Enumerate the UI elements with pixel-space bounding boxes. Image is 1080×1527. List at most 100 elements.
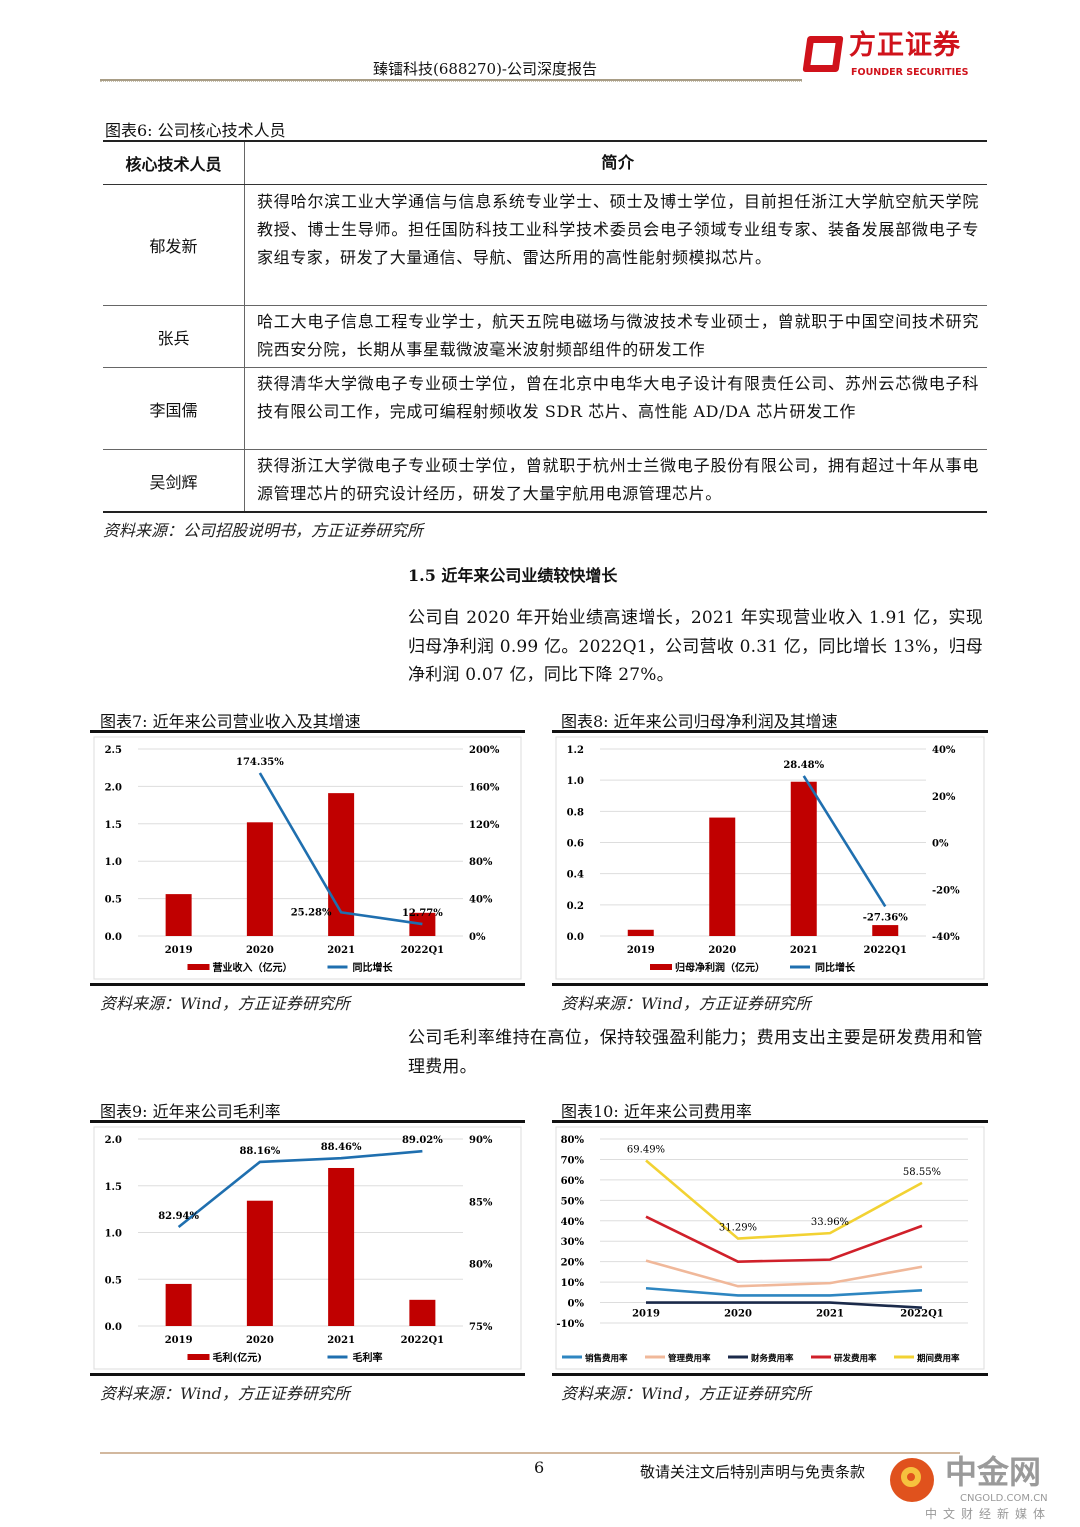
- y-tick-label: 80%: [561, 1135, 585, 1146]
- y-tick-label: 0.5: [105, 1275, 122, 1286]
- table6-source: 资料来源：公司招股说明书，方正证券研究所: [103, 521, 424, 540]
- y-tick-label: 40%: [561, 1217, 585, 1228]
- paragraph-2: 公司毛利率维持在高位，保持较强盈利能力；费用支出主要是研发费用和管理费用。: [408, 1028, 983, 1077]
- chart-frame: [555, 736, 985, 980]
- staff-intro: 获得哈尔滨工业大学通信与信息系统专业学士、硕士及博士学位，目前担任浙江大学航空航…: [257, 192, 979, 267]
- y2-tick-label: 75%: [469, 1322, 493, 1333]
- y-tick-label: 0.0: [105, 1322, 122, 1333]
- section-heading: 1.5 近年来公司业绩较快增长: [408, 566, 618, 585]
- y2-tick-label: 0%: [469, 932, 486, 943]
- staff-intro: 获得浙江大学微电子专业硕士学位，曾就职于杭州士兰微电子股份有限公司，拥有超过十年…: [257, 456, 979, 503]
- bar: [165, 1283, 192, 1326]
- x-tick-label: 2019: [627, 945, 655, 956]
- y2-tick-label: 40%: [469, 895, 493, 906]
- net-profit-chart: 0.0 0.2 0.4 0.6 0.8 1.0 1.2 -40% -20% 0% 20% 40% 201…: [555, 736, 985, 980]
- data-label: 89.02%: [402, 1135, 443, 1146]
- y2-tick-label: 160%: [469, 782, 500, 793]
- series-line: [645, 1286, 923, 1297]
- y2-tick-label: 85%: [469, 1197, 493, 1208]
- series-line: [645, 1259, 923, 1288]
- series-line: [645, 1159, 923, 1240]
- staff-intro: 获得清华大学微电子专业硕士学位，曾在北京中电华大电子设计有限责任公司、苏州云芯微…: [257, 374, 979, 421]
- data-label: 31.29%: [719, 1223, 757, 1234]
- revenue-chart: 0.0 0.5 1.0 1.5 2.0 2.5 0% 40% 80% 120% 160% 200% 20…: [93, 736, 522, 980]
- legend-label: 管理费用率: [668, 1353, 711, 1364]
- x-tick-label: 2021: [790, 945, 818, 956]
- logo-cn: 方正证券: [849, 30, 961, 61]
- y2-tick-label: -20%: [932, 885, 960, 896]
- y-tick-label: 0.5: [105, 895, 122, 906]
- x-tick-label: 2019: [165, 1335, 193, 1346]
- x-tick-label: 2022Q1: [401, 1335, 445, 1346]
- legend-label: 归母净利润（亿元）: [675, 961, 765, 974]
- x-tick-label: 2021: [816, 1309, 844, 1320]
- staff-name: 吴剑辉: [103, 450, 245, 511]
- report-header-title: 臻镭科技(688270)-公司深度报告: [372, 60, 598, 78]
- watermark-logo-icon: [890, 1458, 934, 1502]
- x-tick-label: 2020: [246, 1335, 274, 1346]
- y-tick-label: 1.0: [105, 857, 122, 868]
- y-tick-label: 50%: [561, 1196, 585, 1207]
- data-label: 28.48%: [783, 760, 824, 771]
- y2-tick-label: 80%: [469, 1260, 493, 1271]
- data-label: 12.77%: [402, 908, 443, 919]
- legend-label: 毛利(亿元): [213, 1351, 262, 1364]
- legend-swatch: [187, 964, 210, 970]
- table-row: 张兵 哈工大电子信息工程专业学士，航天五院电磁场与微波技术专业硕士，曾就职于中国空…: [103, 305, 987, 367]
- y2-tick-label: 200%: [469, 745, 500, 756]
- table-row: 吴剑辉 获得浙江大学微电子专业硕士学位，曾就职于杭州士兰微电子股份有限公司，拥有超…: [103, 449, 987, 511]
- staff-name: 郁发新: [103, 185, 245, 305]
- series-line: [646, 1301, 923, 1309]
- y-tick-label: 1.5: [105, 1182, 122, 1193]
- y2-tick-label: 20%: [932, 792, 956, 803]
- y-tick-label: 1.0: [105, 1229, 122, 1240]
- y-tick-label: 0.6: [567, 839, 584, 850]
- disclaimer-note: 敬请关注文后特别声明与免责条款: [640, 1463, 866, 1481]
- y2-tick-label: 0%: [932, 839, 949, 850]
- staff-intro: 哈工大电子信息工程专业学士，航天五院电磁场与微波技术专业硕士，曾就职于中国空间技…: [257, 312, 979, 359]
- data-label: 25.28%: [291, 907, 332, 918]
- y-tick-label: 0.0: [567, 932, 584, 943]
- data-label: 69.49%: [627, 1144, 665, 1155]
- staff-name: 张兵: [103, 306, 245, 367]
- bar: [328, 1167, 355, 1326]
- page-number: 6: [534, 1458, 545, 1477]
- legend-swatch: [650, 964, 672, 970]
- y2-tick-label: 90%: [469, 1135, 493, 1146]
- table-row: 李国儒 获得清华大学微电子专业硕士学位，曾在北京中电华大电子设计有限责任公司、苏州…: [103, 367, 987, 449]
- bar: [627, 929, 654, 936]
- legend-label: 同比增长: [815, 961, 856, 974]
- table-row: 郁发新 获得哈尔滨工业大学通信与信息系统专业学士、硕士及博士学位，目前担任浙江大学…: [103, 185, 987, 305]
- watermark-en: CNGOLD.COM.CN: [960, 1493, 1048, 1504]
- paragraph-1: 公司自 2020 年开始业绩高速增长，2021 年实现营业收入 1.91 亿，实…: [408, 608, 983, 685]
- col-header-name: 核心技术人员: [103, 142, 245, 184]
- data-label: 33.96%: [811, 1217, 849, 1228]
- fig8-source: 资料来源：Wind，方正证券研究所: [561, 994, 811, 1013]
- y-tick-label: 1.5: [105, 820, 122, 831]
- bar: [165, 894, 192, 936]
- fig8-caption: 图表8: 近年来公司归母净利润及其增速: [561, 712, 838, 731]
- legend-swatch: [187, 1354, 210, 1360]
- series-line: [645, 1215, 923, 1263]
- col-header-intro: 简介: [601, 153, 635, 172]
- x-tick-label: 2022Q1: [863, 945, 907, 956]
- y-tick-label: 2.5: [105, 745, 122, 756]
- y-tick-label: 2.0: [105, 1135, 122, 1146]
- core-tech-staff-table: 核心技术人员 简介 郁发新 获得哈尔滨工业大学通信与信息系统专业学士、硕士及博士学…: [103, 140, 987, 513]
- x-tick-label: 2021: [327, 945, 355, 956]
- bar: [246, 1200, 273, 1326]
- y-tick-label: 10%: [561, 1278, 585, 1289]
- staff-name: 李国儒: [103, 368, 245, 449]
- y-tick-label: 0.0: [105, 932, 122, 943]
- y-tick-label: 0%: [568, 1299, 585, 1310]
- bar: [709, 817, 736, 936]
- fig10-source: 资料来源：Wind，方正证券研究所: [561, 1384, 811, 1403]
- x-tick-label: 2021: [327, 1335, 355, 1346]
- legend-label: 同比增长: [353, 961, 394, 974]
- fig9-source: 资料来源：Wind，方正证券研究所: [100, 1384, 350, 1403]
- legend-label: 销售费用率: [585, 1353, 628, 1364]
- data-label: 82.94%: [158, 1211, 199, 1222]
- x-tick-label: 2022Q1: [401, 945, 445, 956]
- fig7-source: 资料来源：Wind，方正证券研究所: [100, 994, 350, 1013]
- chart-frame: [555, 1126, 985, 1370]
